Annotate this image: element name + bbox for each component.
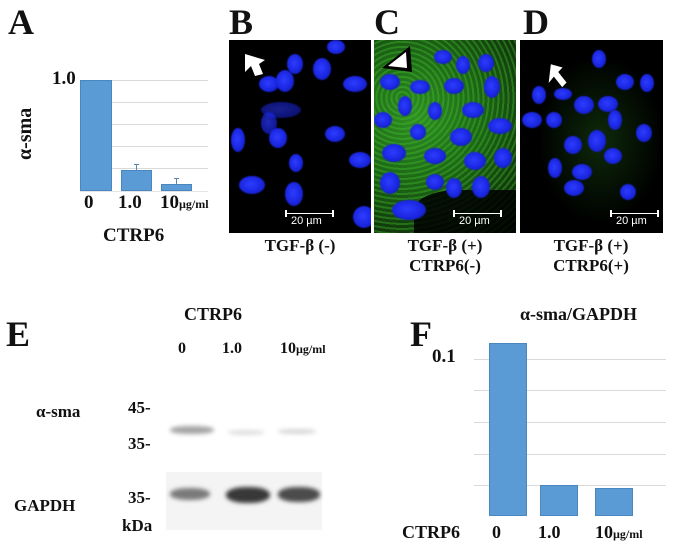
- error-cap: [174, 178, 179, 179]
- blot-title: CTRP6: [184, 304, 242, 324]
- caption-b: TGF-β (-): [225, 236, 375, 256]
- arrow-icon: [245, 54, 265, 76]
- micrograph-b: 20 µm: [229, 40, 371, 233]
- blot-strip-asma: [166, 378, 322, 478]
- chart-a-xtick-1: 1.0: [118, 192, 142, 213]
- panel-letter-c: C: [374, 2, 400, 42]
- blot-strip-gapdh: [166, 472, 322, 530]
- chart-a-xtick-0: 0: [84, 192, 94, 213]
- caption-c: TGF-β (+) CTRP6(-): [370, 236, 520, 276]
- scale-bar: 20 µm: [285, 208, 335, 232]
- chart-f-xlabel: CTRP6: [402, 522, 460, 542]
- caption-c-line1: TGF-β (+): [407, 236, 483, 255]
- gridline: [80, 124, 208, 125]
- panel-letter-f: F: [410, 314, 432, 354]
- chart-a-xlabel: CTRP6: [103, 225, 165, 246]
- chart-f-xtick-1: 1.0: [538, 522, 561, 542]
- marker-35-bottom: 35-: [128, 488, 151, 507]
- micrograph-c: 20 µm: [374, 40, 516, 233]
- marker-35-top: 35-: [128, 434, 151, 453]
- scale-bar: 20 µm: [453, 208, 503, 232]
- panel-letter-b: B: [229, 2, 254, 42]
- scale-label: 20 µm: [459, 215, 490, 227]
- caption-c-line2: CTRP6(-): [409, 256, 481, 275]
- panel-letter-a: A: [8, 2, 34, 42]
- error-bar: [136, 164, 137, 171]
- error-bar: [176, 178, 177, 185]
- chart-a-unit: µg/ml: [179, 197, 209, 211]
- chart-f-unit: µg/ml: [613, 527, 643, 541]
- chart-f-title: α-sma/GAPDH: [520, 304, 638, 324]
- panel-letter-d: D: [523, 2, 549, 42]
- x-axis: [80, 191, 208, 192]
- panel-letter-e: E: [6, 314, 31, 354]
- chart-f-ytick: 0.1: [432, 346, 456, 367]
- chart-a-xtick-2: 10: [160, 192, 179, 213]
- arrow-icon: [382, 46, 412, 72]
- arrow-icon: [548, 64, 567, 88]
- scale-label: 20 µm: [291, 215, 322, 227]
- lane-unit: µg/ml: [296, 342, 326, 356]
- marker-unit: kDa: [122, 516, 153, 535]
- chart-f-xtick-2: 10: [595, 522, 613, 542]
- chart-f-xtick-0: 0: [492, 522, 501, 542]
- gridline: [80, 146, 208, 147]
- lane-label-1: 1.0: [222, 340, 242, 357]
- bar-a-0: [80, 80, 112, 191]
- bar-f-0: [489, 343, 527, 516]
- gridline: [474, 390, 666, 391]
- gridline: [474, 359, 666, 360]
- caption-b-line1: TGF-β (-): [264, 236, 336, 255]
- gridline: [80, 102, 208, 103]
- row-label-gapdh: GAPDH: [14, 496, 76, 515]
- bar-a-2: [161, 184, 192, 191]
- gridline: [474, 454, 666, 455]
- error-cap: [134, 164, 139, 165]
- chart-a-ylabel: α-sma: [14, 107, 36, 160]
- micrograph-d: 20 µm: [520, 40, 663, 233]
- lane-label-2: 10: [280, 340, 296, 357]
- gridline: [474, 422, 666, 423]
- scale-bar: 20 µm: [610, 208, 660, 232]
- bar-f-1: [540, 485, 578, 516]
- caption-d-line2: CTRP6(+): [553, 256, 629, 275]
- bar-f-2: [595, 488, 633, 516]
- caption-d-line1: TGF-β (+): [553, 236, 629, 255]
- row-label-asma: α-sma: [36, 402, 81, 421]
- bar-a-1: [121, 170, 152, 191]
- scale-label: 20 µm: [616, 215, 647, 227]
- marker-45: 45-: [128, 398, 151, 417]
- caption-d: TGF-β (+) CTRP6(+): [516, 236, 666, 276]
- lane-label-0: 0: [178, 340, 186, 357]
- chart-a-ytick: 1.0: [52, 68, 76, 89]
- gridline: [80, 168, 208, 169]
- gridline: [80, 80, 208, 81]
